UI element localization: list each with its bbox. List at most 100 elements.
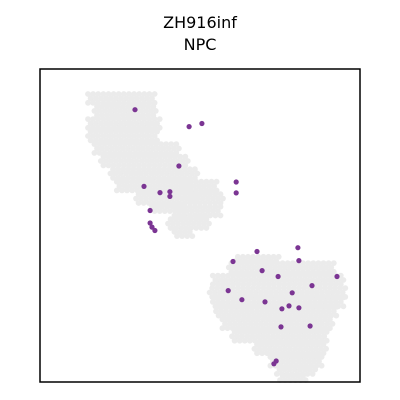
background-spot — [286, 272, 293, 279]
highlight-point — [254, 248, 260, 255]
background-spot — [154, 158, 161, 164]
background-spot — [337, 299, 344, 305]
background-spot — [194, 208, 201, 215]
background-spot — [300, 308, 306, 315]
background-spot — [108, 95, 114, 102]
background-spot — [112, 170, 119, 177]
background-spot — [322, 272, 329, 279]
background-spot — [289, 308, 296, 315]
background-spot — [200, 220, 207, 227]
background-spot — [225, 264, 232, 271]
background-spot — [259, 333, 266, 340]
background-spot — [277, 345, 283, 352]
background-spot — [245, 253, 251, 260]
background-spot — [329, 320, 336, 327]
highlight-point — [307, 323, 313, 329]
background-spot — [302, 345, 309, 352]
background-spot — [151, 191, 157, 198]
background-spot — [296, 285, 303, 291]
background-spot — [113, 120, 120, 127]
background-spot — [112, 108, 118, 114]
background-spot — [127, 170, 134, 177]
background-spot — [265, 285, 272, 291]
background-spot — [171, 191, 178, 198]
background-spot — [240, 316, 246, 323]
background-spot — [213, 178, 220, 185]
background-spot — [133, 158, 140, 164]
background-spot — [232, 289, 239, 296]
background-spot — [288, 354, 294, 360]
background-spot — [160, 145, 167, 152]
background-spot — [340, 303, 347, 310]
background-spot — [91, 150, 98, 156]
background-spot — [192, 166, 198, 173]
background-spot — [318, 345, 324, 352]
background-spot — [171, 228, 178, 235]
background-spot — [136, 153, 143, 160]
background-spot — [138, 128, 145, 135]
background-spot — [256, 299, 262, 305]
background-spot — [268, 277, 275, 283]
highlight-point — [286, 303, 292, 309]
background-spot — [304, 294, 311, 301]
background-spot — [154, 120, 161, 127]
background-spot — [147, 141, 154, 148]
background-spot — [291, 285, 297, 291]
background-spot — [140, 103, 146, 110]
background-spot — [276, 299, 283, 305]
background-spot — [288, 320, 295, 327]
background-spot — [156, 116, 163, 122]
background-spot — [204, 208, 211, 215]
background-spot — [324, 289, 331, 296]
background-spot — [232, 320, 239, 327]
highlight-point — [296, 258, 302, 264]
background-spot — [269, 260, 276, 266]
background-spot — [131, 153, 138, 160]
background-spot — [157, 183, 164, 190]
background-spot — [288, 329, 294, 335]
background-spot — [152, 183, 159, 190]
background-spot — [318, 304, 324, 310]
background-spot — [174, 170, 180, 177]
background-spot — [195, 183, 202, 190]
background-spot — [229, 333, 235, 340]
background-spot — [197, 203, 203, 210]
background-spot — [260, 285, 267, 291]
background-spot — [277, 264, 283, 271]
background-spot — [298, 320, 305, 327]
background-spot — [151, 133, 158, 139]
background-spot — [216, 289, 223, 296]
highlight-point — [275, 273, 281, 280]
background-spot — [234, 333, 241, 340]
background-spot — [231, 304, 237, 310]
background-spot — [291, 316, 297, 323]
background-spot — [155, 145, 162, 152]
background-spot — [176, 145, 182, 152]
background-spot — [307, 345, 314, 352]
background-spot — [251, 304, 258, 310]
background-spot — [253, 277, 260, 283]
highlight-point — [199, 120, 205, 127]
background-spot — [295, 372, 301, 379]
background-spot — [304, 289, 310, 296]
background-spot — [256, 304, 263, 310]
background-spot — [203, 216, 210, 223]
background-spot — [123, 95, 130, 102]
background-spot — [314, 320, 320, 327]
background-spot — [127, 108, 134, 114]
background-spot — [284, 341, 291, 348]
background-spot — [114, 145, 121, 152]
background-spot — [179, 170, 186, 177]
background-spot — [177, 178, 184, 185]
background-spot — [321, 285, 328, 291]
background-spot — [182, 153, 189, 160]
background-spot — [85, 116, 91, 122]
background-spot — [307, 272, 313, 279]
background-spot — [110, 133, 117, 139]
background-spot — [179, 195, 186, 202]
background-spot — [312, 366, 319, 373]
background-spot — [304, 277, 311, 283]
background-spot — [127, 141, 134, 148]
background-spot — [215, 195, 221, 202]
background-spot — [317, 272, 324, 279]
